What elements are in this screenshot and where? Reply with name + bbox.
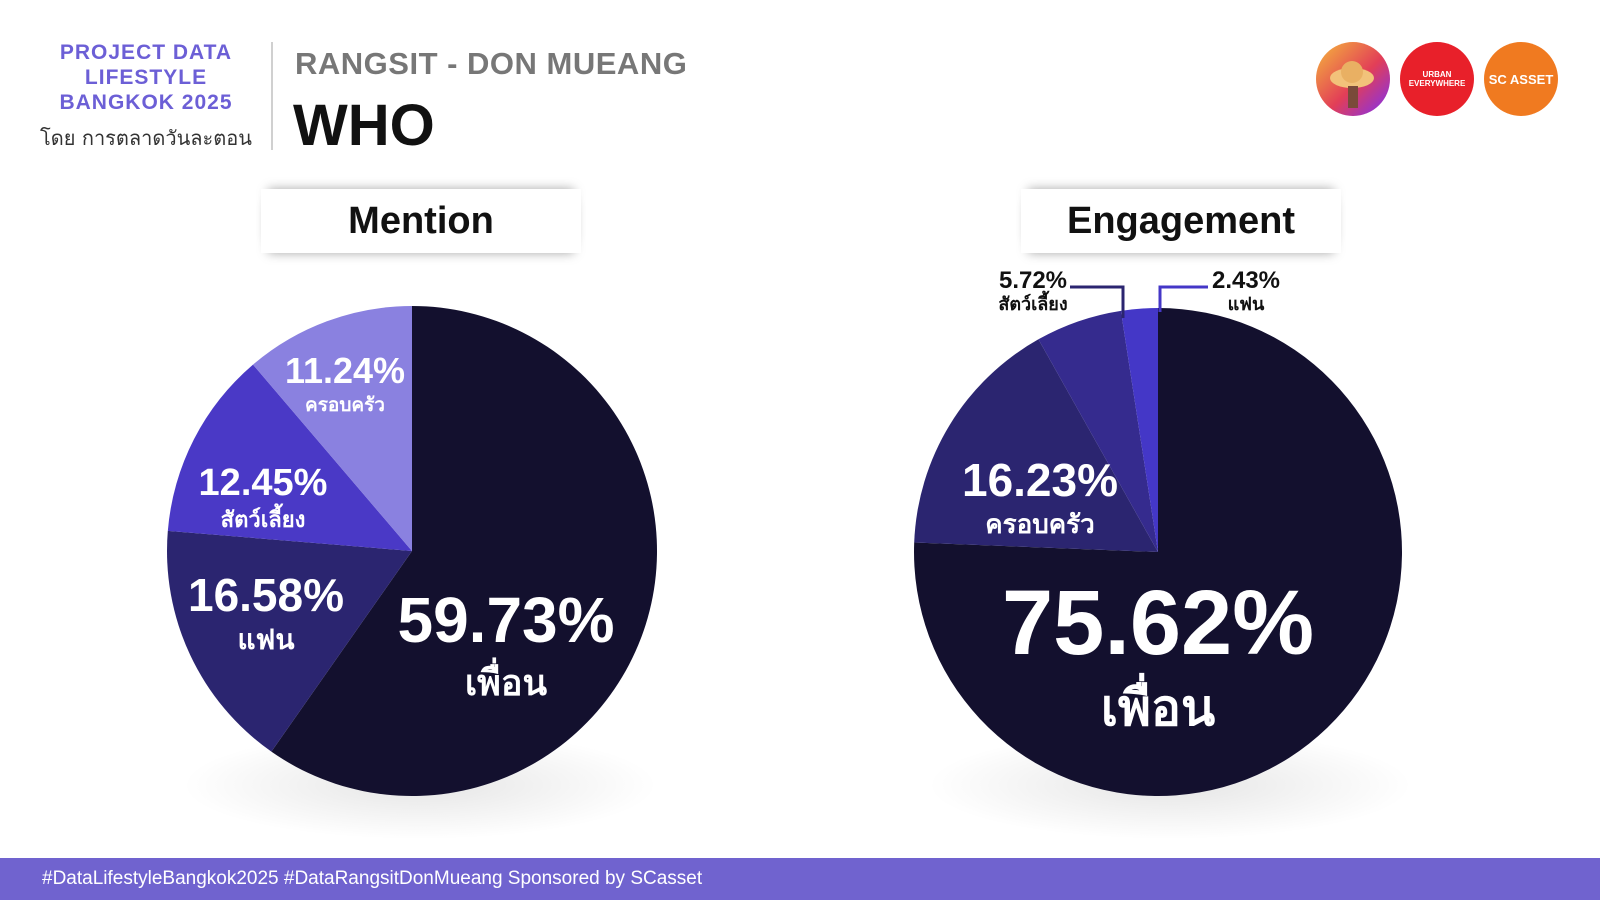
brand-line-3: BANGKOK 2025 — [59, 91, 233, 114]
engagement-slice-1 — [914, 308, 1403, 796]
mention-slice-2 — [167, 530, 412, 752]
engagement-slice-4-label: แฟน — [1228, 294, 1265, 315]
engagement-slice-4-value: 2.43% — [1212, 267, 1280, 294]
mention-chart-title: Mention — [261, 189, 581, 253]
mention-slice-1-label: เพื่อน — [465, 657, 548, 704]
straw-hat-icon — [1316, 42, 1390, 116]
mention-slice-3 — [167, 364, 412, 551]
engagement-slice-4-leader — [1158, 285, 1208, 312]
mention-slice-3-label: สัตว์เลี้ยง — [221, 503, 306, 533]
mention-slice-4 — [253, 306, 412, 551]
brand-line-2: LIFESTYLE — [84, 66, 208, 89]
engagement-slice-2-label: ครอบครัว — [985, 510, 1094, 540]
mention-slice-2-value: 16.58% — [188, 569, 344, 621]
mention-slice-4-label: ครอบครัว — [305, 394, 385, 416]
engagement-slice-3-leader — [1070, 285, 1125, 318]
mention-slice-3-value: 12.45% — [199, 462, 328, 504]
header-divider — [271, 42, 273, 150]
engagement-slice-3-value: 5.72% — [999, 267, 1067, 294]
engagement-slice-2-value: 16.23% — [962, 454, 1118, 506]
brand-byline: โดย การตลาดวันละตอน — [40, 126, 252, 150]
mention-slice-1-value: 59.73% — [397, 584, 614, 656]
brand-block: PROJECT DATA LIFESTYLE BANGKOK 2025 — [36, 40, 256, 115]
urban-everywhere-logo: URBAN EVERYWHERE — [1400, 42, 1474, 116]
sc-asset-logo: SC ASSET — [1484, 42, 1558, 116]
mention-pie-chart: 59.73% เพื่อน 16.58% แฟน 12.45% สัตว์เลี… — [167, 306, 658, 796]
engagement-slice-4 — [1120, 308, 1158, 552]
engagement-slice-1-value: 75.62% — [1002, 572, 1314, 674]
page-subtitle: RANGSIT - DON MUEANG — [295, 46, 688, 81]
engagement-pie-chart: 75.62% เพื่อน 16.23% ครอบครัว 5.72% สัตว… — [914, 267, 1403, 796]
engagement-slice-1-label: เพื่อน — [1101, 673, 1215, 737]
footer-hashtags: #DataLifestyleBangkok2025 #DataRangsitDo… — [0, 858, 1600, 900]
engagement-slice-3-label: สัตว์เลี้ยง — [998, 290, 1067, 315]
mention-slice-2-label: แฟน — [237, 623, 294, 656]
brand-line-1: PROJECT DATA — [59, 41, 233, 64]
sponsor-logos: URBAN EVERYWHERE SC ASSET — [1316, 42, 1558, 116]
mention-slice-1 — [271, 306, 658, 796]
engagement-chart-title: Engagement — [1021, 189, 1341, 253]
page-title: WHO — [293, 93, 435, 158]
engagement-slice-2 — [914, 339, 1158, 552]
engagement-slice-3 — [1038, 310, 1158, 552]
mention-slice-4-value: 11.24% — [285, 350, 405, 391]
